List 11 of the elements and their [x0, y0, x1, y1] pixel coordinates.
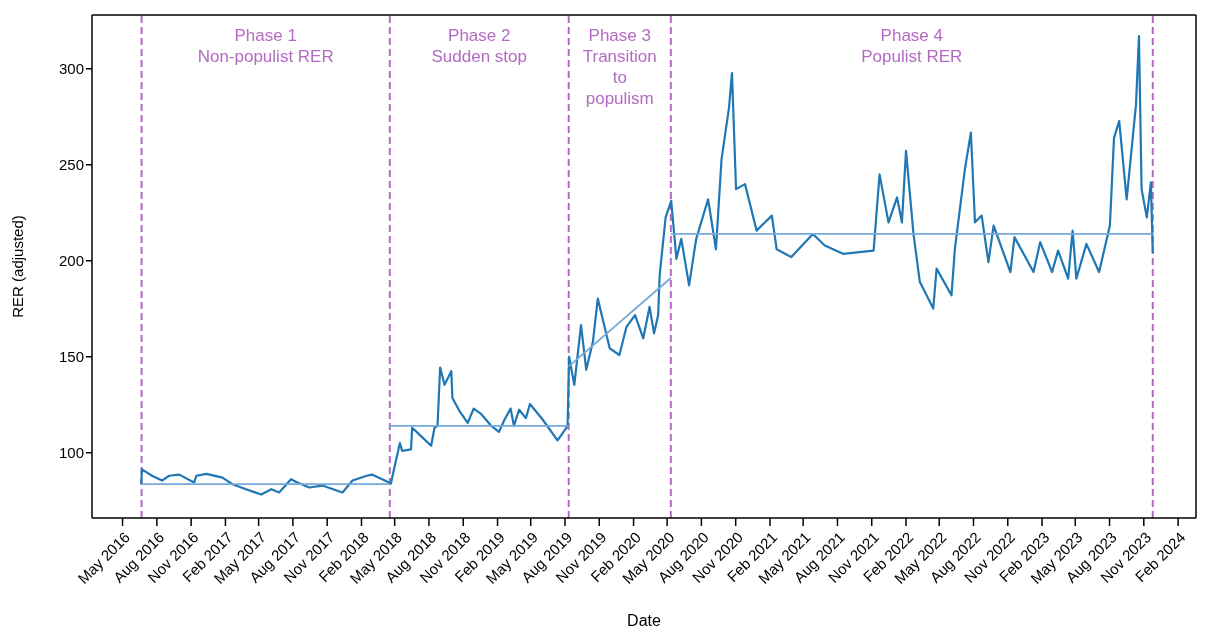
annotation: Phase 2 Sudden stop [431, 26, 527, 66]
y-tick-label: 150 [58, 348, 84, 366]
y-axis-title: RER (adjusted) [9, 215, 27, 318]
annotation: Phase 1 Non-populist RER [197, 26, 334, 66]
x-axis-title: Date [627, 612, 661, 629]
annotation: Phase 4 Populist RER [861, 26, 963, 66]
y-tick-label: 100 [58, 444, 84, 462]
annotation: Phase 3 Transition to populism [582, 26, 657, 108]
y-tick-label: 200 [58, 252, 84, 270]
y-tick-label: 250 [58, 156, 84, 174]
y-tick-label: 300 [58, 60, 84, 78]
